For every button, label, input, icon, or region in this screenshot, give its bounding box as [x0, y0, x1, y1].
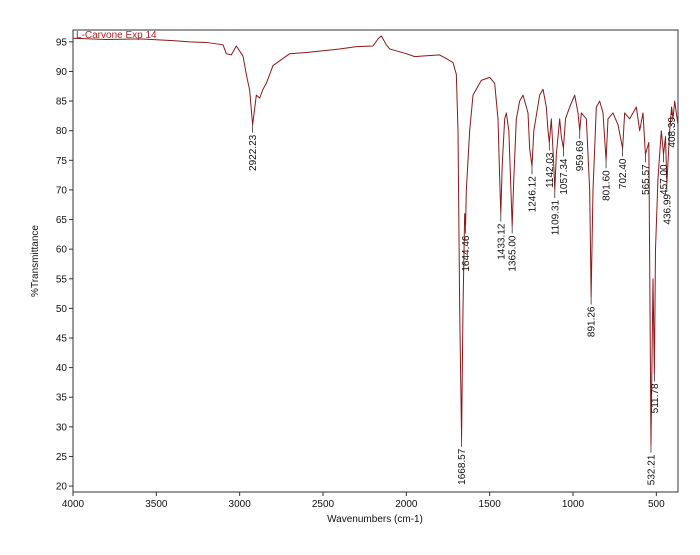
- peak-label: 702.40: [618, 158, 629, 189]
- peak-label: 1057.34: [559, 158, 570, 195]
- peak-label: 1109.31: [550, 199, 561, 235]
- peak-label: 891.26: [587, 306, 598, 337]
- plot-frame: [72, 29, 679, 493]
- y-tick-label: 25: [56, 452, 68, 463]
- peak-label: 1365.00: [508, 235, 519, 272]
- peak-label: 1142.03: [545, 152, 556, 188]
- peak-label: 457.00: [659, 164, 670, 195]
- x-axis-label: Wavenumbers (cm-1): [327, 514, 423, 525]
- peak-label: 1644.46: [461, 235, 472, 272]
- x-tick-label: 1000: [562, 499, 585, 510]
- x-tick-label: 2500: [312, 499, 335, 510]
- peak-label: 408.39: [667, 117, 678, 148]
- y-tick-label: 45: [56, 334, 68, 345]
- y-tick-label: 20: [56, 482, 68, 493]
- peak-label: 959.69: [575, 140, 586, 171]
- x-tick-label: 500: [648, 499, 665, 510]
- y-tick-label: 55: [56, 274, 68, 285]
- y-tick-label: 65: [56, 215, 68, 226]
- peak-label: 801.60: [602, 170, 613, 201]
- peak-label: 565.57: [641, 164, 652, 195]
- y-tick-label: 75: [56, 156, 68, 167]
- chart-title: L-Carvone Exp 14: [76, 30, 157, 41]
- peak-label: 436.99: [662, 194, 673, 225]
- x-tick-label: 2000: [395, 499, 418, 510]
- y-tick-label: 95: [56, 37, 68, 48]
- peak-label: 511.78: [650, 383, 661, 413]
- x-tick-label: 3500: [145, 499, 168, 510]
- spectrum-line: [72, 35, 679, 446]
- x-tick-label: 1500: [479, 499, 502, 510]
- y-tick-label: 80: [56, 126, 68, 137]
- peak-label: 1433.12: [496, 223, 507, 260]
- peak-label: 532.21: [647, 454, 658, 485]
- y-tick-label: 50: [56, 304, 68, 315]
- y-tick-label: 40: [56, 363, 68, 374]
- y-axis-label: %Transmittance: [30, 225, 41, 297]
- y-tick-label: 30: [56, 422, 68, 433]
- y-tick-label: 35: [56, 393, 68, 404]
- x-tick-label: 3000: [229, 499, 252, 510]
- x-tick-label: 4000: [62, 499, 85, 510]
- y-tick-label: 70: [56, 185, 68, 196]
- peak-label: 2922.23: [248, 134, 259, 171]
- y-tick-label: 85: [56, 97, 68, 108]
- peak-label: 1668.57: [457, 448, 468, 485]
- y-tick-label: 60: [56, 245, 68, 256]
- y-tick-label: 90: [56, 67, 68, 78]
- peak-label: 1246.12: [528, 176, 539, 213]
